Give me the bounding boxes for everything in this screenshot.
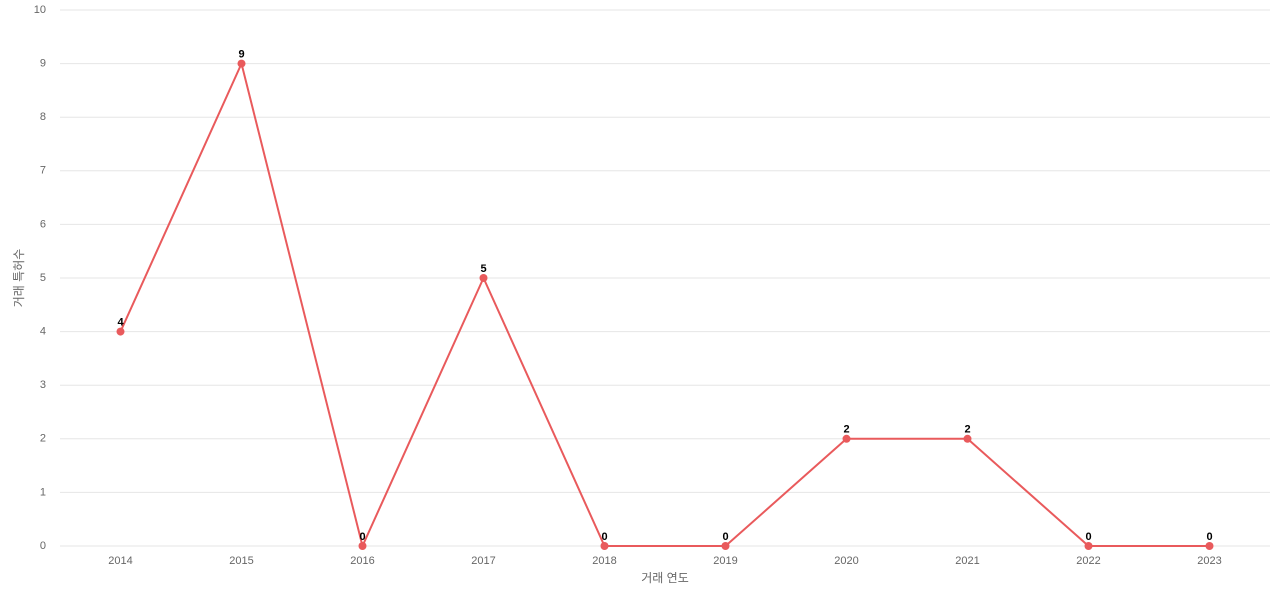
value-label: 0 (1206, 531, 1212, 543)
point (1205, 542, 1214, 550)
x-tick-label: 2015 (229, 555, 253, 567)
y-tick-label: 10 (34, 4, 46, 16)
point (963, 434, 972, 443)
value-label: 9 (238, 49, 244, 61)
point (116, 327, 125, 336)
point (721, 542, 730, 550)
point (1084, 542, 1093, 550)
x-tick-label: 2019 (713, 555, 737, 567)
y-tick-label: 3 (40, 379, 46, 391)
value-label: 2 (843, 424, 849, 436)
y-tick-label: 0 (40, 540, 46, 552)
y-tick-label: 9 (40, 58, 46, 70)
y-tick-label: 4 (40, 326, 46, 338)
x-tick-label: 2017 (471, 555, 495, 567)
point (479, 274, 488, 282)
y-tick-label: 2 (40, 433, 46, 445)
x-tick-label: 2021 (955, 555, 979, 567)
point (358, 542, 367, 550)
y-tick-label: 1 (40, 486, 46, 498)
value-label: 0 (359, 531, 365, 543)
x-tick-label: 2018 (592, 555, 616, 567)
y-tick-label: 5 (40, 272, 46, 284)
y-tick-label: 6 (40, 218, 46, 230)
x-axis-label: 거래 연도 (641, 571, 689, 585)
point (600, 542, 609, 550)
line (119, 60, 1210, 550)
x-tick-label: 2020 (834, 555, 858, 567)
y-tick-label: 7 (40, 165, 46, 177)
x-tick-label: 2016 (350, 555, 374, 567)
x-tick-label: 2023 (1197, 555, 1221, 567)
x-tick-label: 2014 (108, 555, 132, 567)
value-label: 0 (601, 531, 607, 543)
value-label: 2 (964, 424, 970, 436)
value-label: 5 (480, 263, 486, 275)
point (842, 434, 851, 443)
y-tick-label: 8 (40, 111, 46, 123)
point (237, 59, 246, 68)
value-label: 0 (722, 531, 728, 543)
value-label: 4 (117, 317, 124, 329)
value-label: 0 (1085, 531, 1091, 543)
x-tick-label: 2022 (1076, 555, 1100, 567)
y-axis-label: 거래 특허수 (12, 249, 26, 308)
